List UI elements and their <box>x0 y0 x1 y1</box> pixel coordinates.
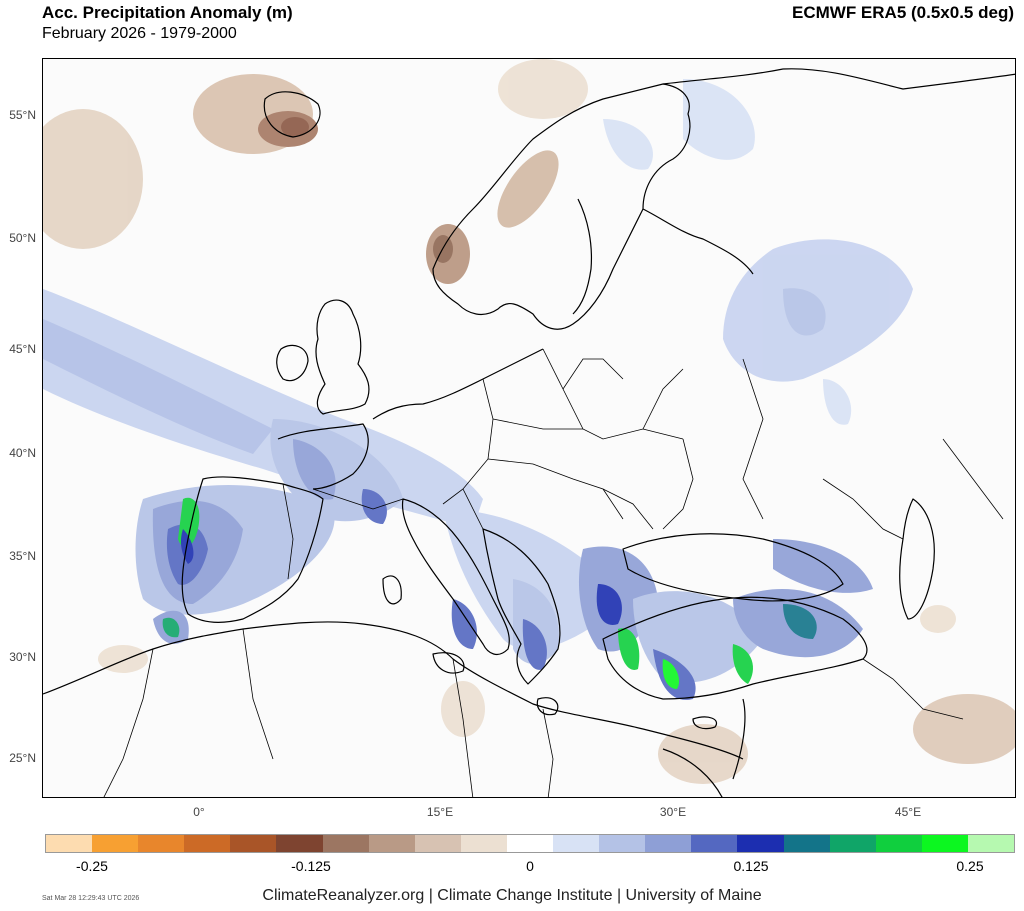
colorbar-swatch <box>460 835 507 852</box>
colorbar-swatch <box>829 835 876 852</box>
colorbar-swatch <box>921 835 968 852</box>
map-title: Acc. Precipitation Anomaly (m) <box>42 3 293 22</box>
borders <box>103 348 1004 797</box>
lon-label: 45°E <box>894 805 922 819</box>
colorbar-swatch <box>322 835 369 852</box>
data-source: ECMWF ERA5 (0.5x0.5 deg) <box>792 3 1014 22</box>
colorbar-swatch <box>599 835 646 852</box>
coastlines <box>43 68 1015 797</box>
colorbar-swatch <box>691 835 738 852</box>
map-subtitle: February 2026 - 1979-2000 <box>42 25 237 42</box>
lat-label: 50°N <box>9 231 36 245</box>
colorbar-swatch <box>92 835 139 852</box>
map-area <box>42 58 1016 798</box>
colorbar-swatch <box>46 835 93 852</box>
map-canvas <box>43 59 1015 797</box>
lon-label: 15°E <box>426 805 454 819</box>
anomaly-field <box>43 59 1015 784</box>
colorbar-swatch <box>414 835 461 852</box>
colorbar-swatch <box>737 835 784 852</box>
colorbar-swatch <box>230 835 277 852</box>
colorbar-swatch <box>138 835 185 852</box>
colorbar-swatch <box>276 835 323 852</box>
lon-label: 0° <box>193 805 205 819</box>
colorbar-swatch <box>553 835 600 852</box>
colorbar-swatch <box>184 835 231 852</box>
colorbar-tick-label: 0.25 <box>956 858 984 874</box>
lat-label: 45°N <box>9 342 36 356</box>
colorbar-swatch <box>645 835 692 852</box>
timestamp: Sat Mar 28 12:29:43 UTC 2026 <box>42 895 140 902</box>
colorbar-swatch <box>967 835 1014 852</box>
colorbar-tick-label: -0.25 <box>76 858 108 874</box>
colorbar-swatch <box>783 835 830 852</box>
colorbar-swatch <box>368 835 415 852</box>
colorbar-swatch <box>875 835 922 852</box>
colorbar-tick-label: 0 <box>526 858 534 874</box>
colorbar <box>45 834 1015 853</box>
colorbar-tick-label: -0.125 <box>291 858 331 874</box>
lat-label: 25°N <box>9 751 36 765</box>
lon-label: 30°E <box>659 805 687 819</box>
colorbar-tick-label: 0.125 <box>733 858 769 874</box>
footer-credit: ClimateReanalyzer.org | Climate Change I… <box>262 887 762 904</box>
lat-label: 35°N <box>9 549 36 563</box>
lat-label: 30°N <box>9 650 36 664</box>
lat-label: 55°N <box>9 108 36 122</box>
lat-label: 40°N <box>9 446 36 460</box>
colorbar-swatch <box>506 835 554 852</box>
